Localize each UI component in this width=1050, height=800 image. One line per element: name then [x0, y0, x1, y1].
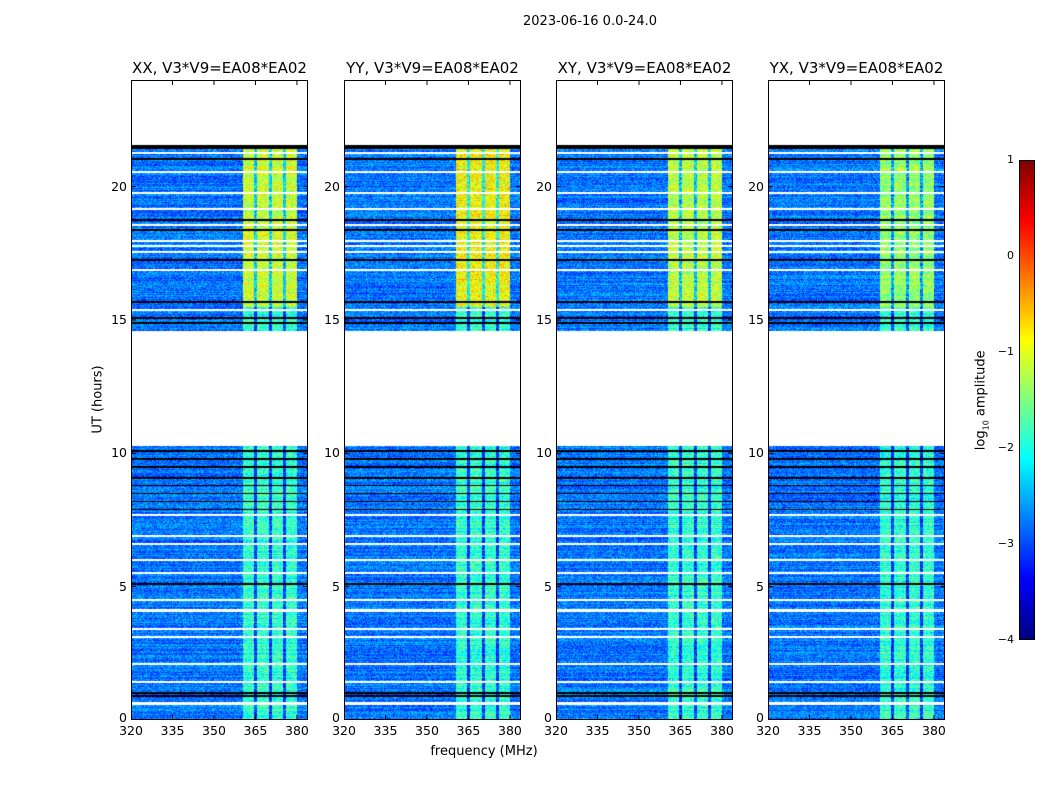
y-tick-label: 5: [756, 578, 764, 594]
colorbar-label: log10 amplitude: [973, 350, 991, 451]
colorbar-tick-label: −1: [997, 345, 1014, 358]
waterfall-panel: [131, 80, 308, 720]
colorbar-tick-label: −3: [997, 537, 1014, 550]
y-tick-label: 20: [748, 178, 764, 194]
y-tick-label: 15: [748, 312, 764, 327]
x-tick-label: 320: [332, 723, 356, 738]
y-tick-label: 10: [536, 445, 552, 461]
colorbar-tick-label: −4: [997, 633, 1014, 646]
colorbar-tick-label: 1: [1007, 153, 1014, 166]
y-tick-label: 10: [324, 445, 340, 461]
x-tick-label: 335: [585, 723, 610, 738]
heatmap-image: [345, 81, 520, 719]
x-tick-label: 335: [160, 723, 185, 738]
heatmap-image: [557, 81, 732, 719]
colorbar-tick-label: 0: [1007, 249, 1014, 262]
y-axis-label: UT (hours): [90, 365, 106, 434]
x-tick-label: 350: [202, 723, 226, 738]
x-tick-label: 335: [373, 723, 398, 738]
y-tick-label: 0: [332, 710, 340, 725]
panel-title: XY, V3*V9=EA08*EA02: [557, 59, 732, 77]
y-tick-label: 15: [111, 312, 127, 327]
x-tick-label: 335: [797, 723, 822, 738]
figure-title: 2023-06-16 0.0-24.0: [523, 14, 657, 29]
y-tick-label: 0: [119, 710, 127, 725]
y-tick-label: 20: [111, 178, 127, 194]
heatmap-image: [769, 81, 944, 719]
panel-title: XX, V3*V9=EA08*EA02: [132, 59, 307, 77]
x-tick-label: 365: [668, 723, 693, 738]
y-tick-label: 10: [748, 445, 764, 461]
x-tick-label: 380: [710, 723, 734, 738]
x-tick-label: 380: [498, 723, 522, 738]
y-tick-label: 15: [536, 312, 552, 327]
x-tick-label: 320: [756, 723, 780, 738]
x-tick-label: 350: [839, 723, 863, 738]
y-tick-label: 15: [324, 312, 340, 327]
x-tick-label: 365: [456, 723, 481, 738]
y-tick-label: 10: [111, 445, 127, 461]
colorbar-tick-label: −2: [997, 441, 1014, 454]
panel-title: YX, V3*V9=EA08*EA02: [769, 59, 944, 77]
y-tick-label: 0: [544, 710, 552, 725]
x-tick-label: 320: [119, 723, 143, 738]
x-axis-label: frequency (MHz): [430, 744, 538, 759]
x-tick-label: 365: [243, 723, 268, 738]
x-tick-label: 350: [415, 723, 439, 738]
waterfall-panel: [344, 80, 521, 720]
x-tick-label: 365: [880, 723, 905, 738]
y-tick-label: 20: [324, 178, 340, 194]
y-tick-label: 5: [119, 578, 127, 594]
y-tick-label: 5: [332, 578, 340, 594]
heatmap-image: [132, 81, 307, 719]
panel-title: YY, V3*V9=EA08*EA02: [346, 59, 519, 77]
x-tick-label: 320: [544, 723, 568, 738]
waterfall-panel: [768, 80, 945, 720]
y-tick-label: 20: [536, 178, 552, 194]
x-tick-label: 380: [285, 723, 309, 738]
colorbar: [1019, 160, 1035, 640]
x-tick-label: 380: [922, 723, 946, 738]
y-tick-label: 0: [756, 710, 764, 725]
y-tick-label: 5: [544, 578, 552, 594]
waterfall-panel: [556, 80, 733, 720]
x-tick-label: 350: [627, 723, 651, 738]
